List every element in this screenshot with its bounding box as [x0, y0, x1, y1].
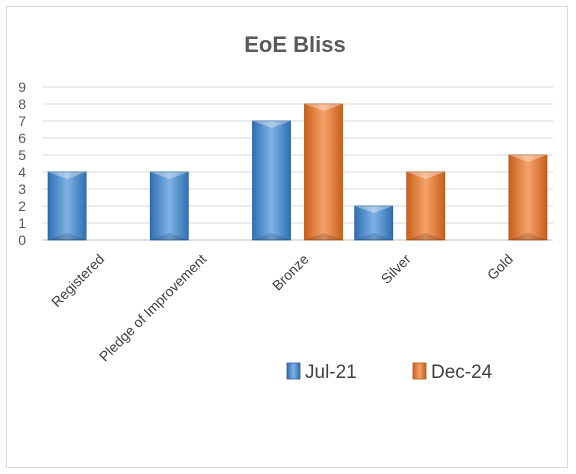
y-tick-label: 8 [18, 96, 26, 112]
legend: Jul-21 Dec-24 [286, 362, 493, 383]
bar-base [304, 233, 343, 240]
bar-Jul-21-Bronze [252, 120, 291, 241]
bar [406, 171, 446, 241]
legend-label: Dec-24 [431, 362, 493, 383]
bar-bevel [354, 206, 393, 213]
chart-title: EoE Bliss [244, 32, 345, 57]
y-tick-label: 1 [18, 215, 26, 231]
y-tick-label: 9 [18, 79, 26, 95]
bar-Jul-21-Registered [47, 171, 87, 241]
bar-bevel [508, 155, 547, 162]
y-tick-label: 0 [18, 232, 26, 248]
x-tick-label: Pledge of Improvement [96, 251, 210, 365]
y-tick-label: 6 [18, 130, 26, 146]
bar [47, 171, 87, 241]
bar [354, 205, 394, 241]
bar-base [508, 233, 547, 240]
bar-base [48, 233, 87, 240]
bars [47, 103, 548, 241]
bar-base [406, 233, 445, 240]
bar-base [252, 233, 291, 240]
x-tick-label: Bronze [269, 251, 312, 294]
y-tick-label: 3 [18, 181, 26, 197]
bar [304, 103, 343, 241]
legend-swatch [286, 362, 301, 380]
bar-bevel [252, 121, 291, 128]
bar-bevel [150, 172, 189, 179]
bar-Jul-21-Silver [354, 205, 394, 241]
x-tick-label: Gold [484, 251, 516, 283]
bar-base [150, 233, 189, 240]
y-tick-label: 5 [18, 147, 26, 163]
legend-swatch [412, 362, 427, 380]
bar [508, 154, 548, 241]
bar-Dec-24-Gold [508, 154, 548, 241]
bar [149, 171, 189, 241]
bar-Dec-24-Bronze [304, 103, 343, 241]
bar [252, 120, 291, 241]
gridlines [42, 86, 553, 241]
y-tick-label: 7 [18, 113, 26, 129]
legend-label: Jul-21 [305, 362, 357, 383]
legend-item-Dec-24: Dec-24 [412, 362, 493, 383]
bar-base [354, 233, 393, 240]
bar-bevel [48, 172, 87, 179]
bar-Dec-24-Silver [406, 171, 446, 241]
legend-item-Jul-21: Jul-21 [286, 362, 357, 383]
bar-bevel [304, 104, 343, 111]
bar-Jul-21-Pledge of Improvement [149, 171, 189, 241]
bar-bevel [406, 172, 445, 179]
x-tick-label: Registered [48, 251, 107, 310]
y-tick-label: 2 [18, 198, 26, 214]
x-tick-label: Silver [378, 251, 414, 287]
y-tick-label: 4 [18, 164, 26, 180]
